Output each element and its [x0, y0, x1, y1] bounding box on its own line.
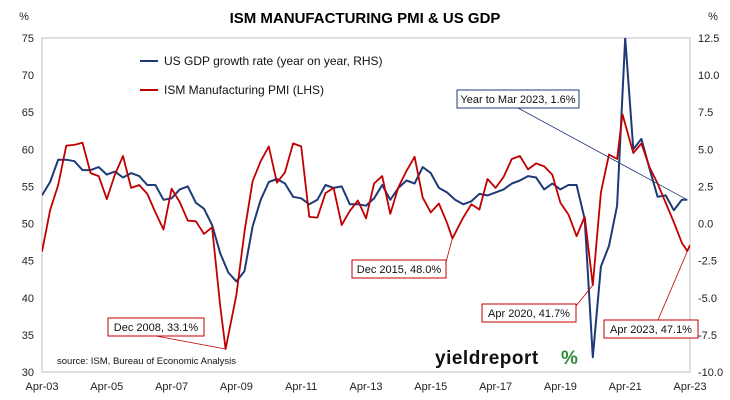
x-axis-tick-label: Apr-23	[673, 381, 706, 393]
ism-pmi-series-line	[42, 113, 690, 350]
left-axis-tick-label: 60	[22, 144, 34, 156]
plot-area-frame	[41, 37, 691, 373]
right-axis-tick-label: 2.5	[698, 181, 713, 193]
source-note: source: ISM, Bureau of Economic Analysis	[57, 356, 236, 367]
series-layer	[42, 38, 690, 359]
right-axis-tick-label: 0.0	[698, 219, 713, 231]
annotations-layer: Year to Mar 2023, 1.6% Dec 2008, 33.1% Dec…	[107, 89, 699, 350]
x-axis-tick-label: Apr-11	[285, 381, 317, 393]
right-axis-tick-label: -10.0	[698, 367, 723, 379]
annotation-pmi-apr-2023: Apr 2023, 47.1%	[603, 244, 699, 339]
annotation-pmi-apr-2020: Apr 2020, 41.7%	[481, 284, 594, 323]
x-axis-ticks: Apr-03 Apr-05 Apr-07 Apr-09 Apr-11 Apr-13 Apr-…	[25, 381, 706, 393]
x-axis-tick-label: Apr-17	[479, 381, 512, 393]
left-axis-tick-label: 40	[22, 293, 34, 305]
left-axis-tick-label: 65	[22, 107, 34, 119]
annotation-label: Year to Mar 2023, 1.6%	[460, 94, 575, 106]
legend: US GDP growth rate (year on year, RHS) I…	[140, 54, 383, 97]
x-axis-tick-label: Apr-03	[25, 381, 58, 393]
yieldreport-logo: yieldreport %	[435, 348, 578, 369]
logo-wordmark: yieldreport	[435, 348, 539, 369]
right-axis-tick-label: 10.0	[698, 70, 719, 82]
left-axis-tick-label: 50	[22, 219, 34, 231]
annotation-label: Dec 2015, 48.0%	[357, 264, 442, 276]
annotation-box	[351, 259, 447, 279]
left-axis-unit-label: %	[19, 11, 29, 23]
right-axis-tick-label: 7.5	[698, 107, 713, 119]
x-axis-tick-label: Apr-19	[544, 381, 577, 393]
x-axis-tick-label: Apr-05	[90, 381, 123, 393]
logo-percent-mark: %	[561, 348, 578, 369]
left-axis-tick-label: 30	[22, 367, 34, 379]
chart-title: ISM MANUFACTURING PMI & US GDP	[230, 10, 501, 27]
annotation-leader-line	[517, 107, 688, 201]
legend-label-pmi: ISM Manufacturing PMI (LHS)	[164, 83, 324, 97]
right-axis-tick-label: 5.0	[698, 144, 713, 156]
right-axis-ticks: -10.0 -7.5 -5.0 -2.5 0.0 2.5 5.0 7.5 10.0 12.5	[698, 33, 723, 379]
annotation-box	[107, 317, 205, 337]
annotation-leader-line	[155, 335, 226, 350]
right-axis-tick-label: 12.5	[698, 33, 719, 45]
right-axis-tick-label: -7.5	[698, 330, 717, 342]
annotation-box	[456, 89, 580, 109]
x-axis-tick-label: Apr-09	[220, 381, 253, 393]
x-axis-tick-label: Apr-07	[155, 381, 188, 393]
left-axis-tick-label: 70	[22, 70, 34, 82]
right-axis-tick-label: -5.0	[698, 293, 717, 305]
annotation-pmi-dec-2015: Dec 2015, 48.0%	[351, 238, 453, 279]
left-axis-tick-label: 45	[22, 256, 34, 268]
gdp-growth-series-line	[42, 38, 688, 359]
annotation-pmi-dec-2008: Dec 2008, 33.1%	[107, 317, 226, 350]
annotation-label: Dec 2008, 33.1%	[114, 322, 199, 334]
x-axis-tick-label: Apr-15	[414, 381, 447, 393]
annotation-box	[481, 303, 577, 323]
left-axis-ticks: 30 35 40 45 50 55 60 65 70 75	[22, 33, 34, 379]
annotation-box	[603, 319, 699, 339]
annotation-gdp-mar-2023: Year to Mar 2023, 1.6%	[456, 89, 688, 201]
annotation-leader-line	[575, 284, 594, 307]
x-axis-tick-label: Apr-21	[609, 381, 642, 393]
annotation-leader-line	[445, 238, 453, 263]
legend-label-gdp: US GDP growth rate (year on year, RHS)	[164, 54, 383, 68]
left-axis-tick-label: 35	[22, 330, 34, 342]
right-axis-unit-label: %	[708, 11, 718, 23]
left-axis-tick-label: 75	[22, 33, 34, 45]
annotation-label: Apr 2020, 41.7%	[488, 308, 570, 320]
x-axis-tick-label: Apr-13	[349, 381, 382, 393]
left-axis-tick-label: 55	[22, 181, 34, 193]
right-axis-tick-label: -2.5	[698, 256, 717, 268]
annotation-leader-line	[657, 244, 691, 321]
annotation-label: Apr 2023, 47.1%	[610, 324, 692, 336]
